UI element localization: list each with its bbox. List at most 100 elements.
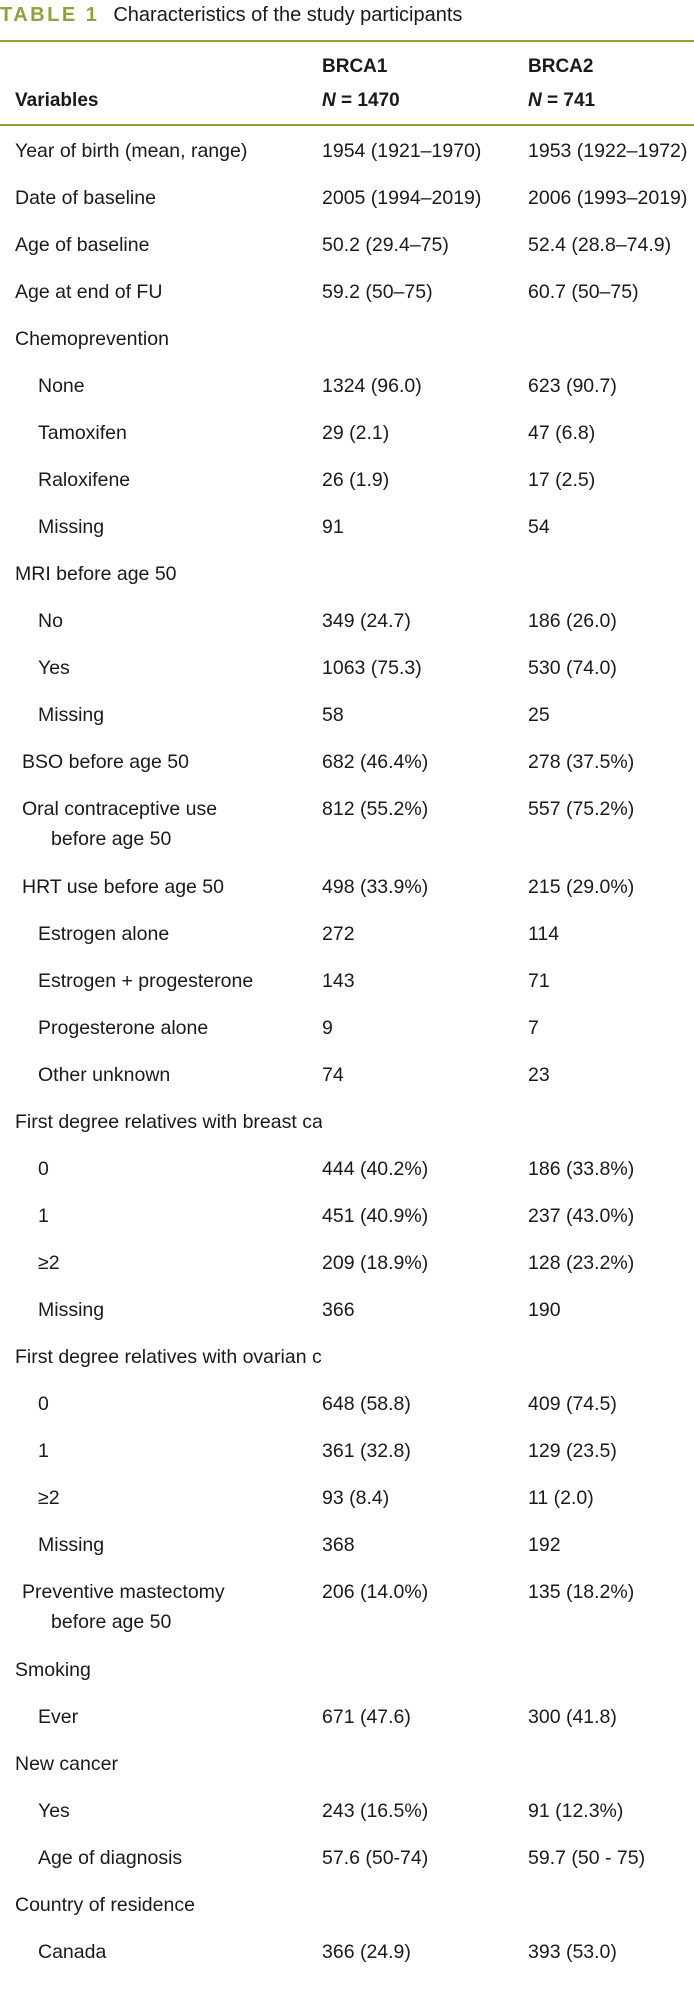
row-label: Country of residence (0, 1881, 322, 1920)
row-label-text: Missing (38, 1299, 105, 1321)
table-row: Tamoxifen 29 (2.1) 47 (6.8) (0, 409, 694, 456)
row-label: Yes (0, 1787, 322, 1826)
row-label-cell: Date of baseline (0, 174, 322, 221)
brca2-value (528, 1881, 694, 1890)
brca2-value (528, 1646, 694, 1655)
table-row: Age of baseline 50.2 (29.4–75) 52.4 (28.8–… (0, 221, 694, 268)
row-label-text: Other unknown (38, 1064, 171, 1086)
row-label-text: New cancer (15, 1753, 118, 1775)
brca2-value-cell: 52.4 (28.8–74.9) (528, 221, 694, 268)
brca1-value: 361 (32.8) (322, 1440, 411, 1462)
row-label: Progesterone alone (0, 1004, 322, 1043)
brca2-value: 114 (528, 923, 560, 945)
top-rule (0, 40, 694, 42)
brca1-value-cell: 29 (2.1) (322, 409, 528, 456)
brca2-value-cell: 2006 (1993–2019) (528, 174, 694, 221)
row-label-cell: Oral contraceptive use before age 50 (0, 785, 322, 863)
row-label-cell: Year of birth (mean, range) (0, 127, 322, 174)
table-row: Estrogen + progesterone 143 71 (0, 957, 694, 1004)
brca2-value: 1953 (1922–1972) (528, 140, 688, 162)
brca2-value: 409 (74.5) (528, 1393, 617, 1415)
brca1-value-cell: 209 (18.9%) (322, 1239, 528, 1286)
row-label: Canada (0, 1928, 322, 1967)
row-label-cell: Missing (0, 1286, 322, 1333)
row-label-cell: Tamoxifen (0, 409, 322, 456)
brca1-value (322, 1740, 528, 1749)
brca1-value-cell: 366 (322, 1286, 528, 1333)
brca1-value: 93 (8.4) (322, 1487, 390, 1509)
row-label-text: Oral contraceptive use (22, 798, 218, 820)
table-number: TABLE 1 (0, 4, 100, 26)
table-row: Missing 58 25 (0, 691, 694, 738)
table-row: BSO before age 50 682 (46.4%) 278 (37.5%) (0, 738, 694, 785)
table-row: New cancer (0, 1740, 694, 1787)
brca1-value: 1954 (1921–1970) (322, 140, 482, 162)
brca1-value-cell: 57.6 (50-74) (322, 1834, 528, 1881)
brca2-value: 623 (90.7) (528, 375, 617, 397)
table-row: ≥2 209 (18.9%) 128 (23.2%) (0, 1239, 694, 1286)
brca1-value-cell: 648 (58.8) (322, 1380, 528, 1427)
brca1-value: 366 (24.9) (322, 1941, 411, 1963)
table-row: Year of birth (mean, range) 1954 (1921–19… (0, 127, 694, 174)
row-label: Missing (0, 1286, 322, 1325)
brca1-value (322, 1333, 528, 1342)
brca1-value: 2005 (1994–2019) (322, 187, 482, 209)
brca2-value-cell: 23 (528, 1051, 694, 1098)
brca1-value-cell: 9 (322, 1004, 528, 1051)
row-label: ≥2 (0, 1474, 322, 1513)
row-label-cell: MRI before age 50 (0, 550, 322, 597)
table-row: 1 451 (40.9%) 237 (43.0%) (0, 1192, 694, 1239)
table-row: HRT use before age 50 498 (33.9%) 215 (29.… (0, 863, 694, 910)
brca1-value: 206 (14.0%) (322, 1581, 429, 1603)
brca2-value: 278 (37.5%) (528, 751, 635, 773)
brca2-value-cell (528, 1881, 694, 1928)
brca1-value-cell: 498 (33.9%) (322, 863, 528, 910)
row-label: Estrogen + progesterone (0, 957, 322, 996)
brca1-value (322, 1646, 528, 1655)
table-row: Date of baseline 2005 (1994–2019) 2006 (19… (0, 174, 694, 221)
header-brca2-n-label: N (528, 90, 542, 111)
brca1-value: 243 (16.5%) (322, 1800, 429, 1822)
brca1-value-cell: 1063 (75.3) (322, 644, 528, 691)
table-row: Oral contraceptive use before age 50 812 (… (0, 785, 694, 863)
brca2-value-cell: 25 (528, 691, 694, 738)
row-label-text: ≥2 (38, 1252, 60, 1274)
row-label: Age of diagnosis (0, 1834, 322, 1873)
header-brca1-n-label: N (322, 90, 336, 111)
brca1-value-cell: 451 (40.9%) (322, 1192, 528, 1239)
header-variables: Variables (15, 90, 99, 111)
row-label: Date of baseline (0, 174, 322, 213)
brca2-value (528, 315, 694, 324)
row-label-text: MRI before age 50 (15, 563, 177, 585)
brca2-value: 25 (528, 704, 550, 726)
brca1-value-cell: 1954 (1921–1970) (322, 127, 528, 174)
brca1-value: 29 (2.1) (322, 422, 390, 444)
brca1-value-cell: 243 (16.5%) (322, 1787, 528, 1834)
brca2-value-cell: 1953 (1922–1972) (528, 127, 694, 174)
brca1-value-cell: 58 (322, 691, 528, 738)
brca2-value: 300 (41.8) (528, 1706, 617, 1728)
brca2-value-cell (528, 1098, 694, 1145)
brca2-value: 237 (43.0%) (528, 1205, 635, 1227)
brca2-value: 54 (528, 516, 550, 538)
brca2-value-cell: 11 (2.0) (528, 1474, 694, 1521)
row-label-text: Date of baseline (15, 187, 156, 209)
brca1-value: 1324 (96.0) (322, 375, 422, 397)
row-label: MRI before age 50 (0, 550, 322, 589)
brca2-value-cell: 91 (12.3%) (528, 1787, 694, 1834)
brca1-value-cell (322, 550, 528, 597)
brca2-value (528, 1333, 694, 1342)
table-row: MRI before age 50 (0, 550, 694, 597)
row-label-text: 1 (38, 1205, 49, 1227)
table-row: ≥2 93 (8.4) 11 (2.0) (0, 1474, 694, 1521)
brca2-value: 2006 (1993–2019) (528, 187, 688, 209)
brca1-value-cell: 2005 (1994–2019) (322, 174, 528, 221)
brca1-value (322, 1881, 528, 1890)
row-label-text: 0 (38, 1393, 49, 1415)
row-label-cell: Smoking (0, 1646, 322, 1693)
row-label-text: Age of diagnosis (38, 1847, 183, 1869)
brca2-value: 215 (29.0%) (528, 876, 635, 898)
row-label-cell: Yes (0, 644, 322, 691)
brca1-value: 366 (322, 1299, 355, 1321)
brca1-value: 1063 (75.3) (322, 657, 422, 679)
